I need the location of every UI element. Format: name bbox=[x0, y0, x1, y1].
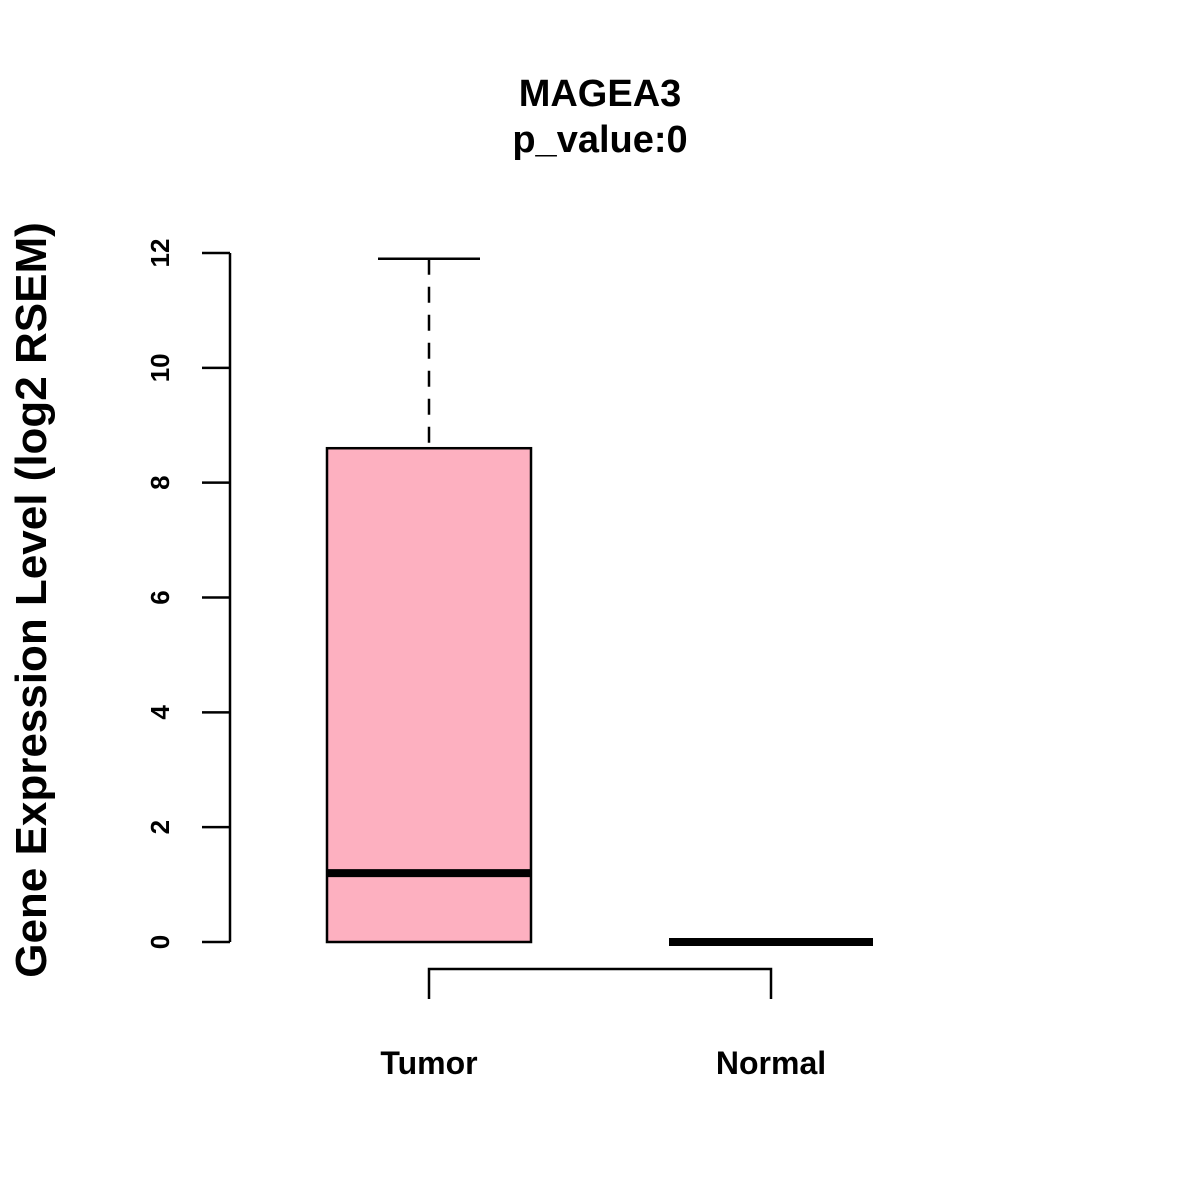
x-tick-label-normal: Normal bbox=[716, 1045, 826, 1081]
box-tumor bbox=[325, 257, 533, 944]
y-tick-label: 8 bbox=[145, 475, 175, 489]
box-iqr bbox=[325, 446, 533, 944]
y-tick-label: 0 bbox=[145, 935, 175, 949]
chart-subtitle: p_value:0 bbox=[512, 119, 687, 161]
bracket-line bbox=[427, 967, 773, 999]
y-tick-label: 12 bbox=[145, 239, 175, 268]
y-tick-label: 6 bbox=[145, 590, 175, 604]
y-tick-label: 2 bbox=[145, 820, 175, 834]
x-axis-labels: Tumor Normal bbox=[380, 1045, 826, 1081]
y-axis: 0 2 4 6 8 10 12 bbox=[145, 239, 232, 949]
y-tick-label: 4 bbox=[145, 705, 175, 720]
y-axis-label: Gene Expression Level (log2 RSEM) bbox=[7, 222, 56, 978]
comparison-bracket bbox=[427, 967, 773, 999]
x-tick-label-tumor: Tumor bbox=[380, 1045, 477, 1081]
y-tick-label: 10 bbox=[145, 353, 175, 382]
chart-title: MAGEA3 bbox=[519, 73, 682, 115]
boxes-layer bbox=[325, 257, 873, 946]
